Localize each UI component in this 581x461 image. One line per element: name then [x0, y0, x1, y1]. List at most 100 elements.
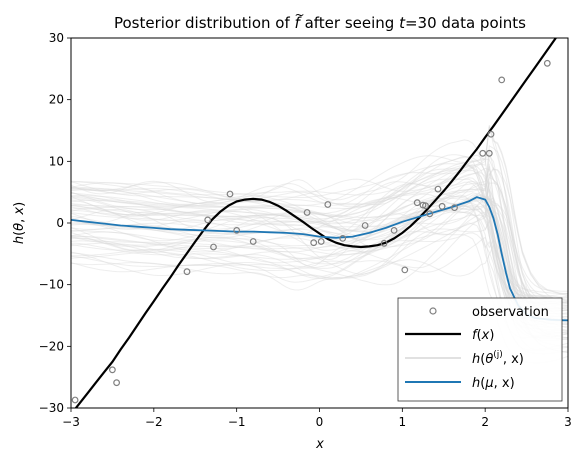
y-tick-label: 10 — [49, 154, 64, 168]
posterior-sample-line — [71, 165, 568, 304]
posterior-sample-line — [71, 244, 568, 351]
x-axis: −3 −2 −1 0 1 2 3 — [62, 408, 572, 429]
posterior-sample-line — [71, 182, 568, 325]
posterior-sample-line — [71, 187, 568, 315]
observation-point — [108, 366, 116, 374]
posterior-sample-line — [71, 196, 568, 341]
observation-point — [543, 59, 551, 67]
posterior-sample-line — [71, 199, 568, 307]
legend-f-label: f(x) — [472, 328, 494, 343]
posterior-sample-line — [71, 204, 568, 337]
posterior-mean-line — [71, 196, 568, 322]
posterior-sample-line — [71, 154, 568, 305]
posterior-sample-line — [71, 139, 568, 303]
observation-point — [324, 201, 332, 208]
observation-point — [426, 210, 434, 218]
posterior-sample-line — [71, 204, 568, 320]
posterior-sample-line — [71, 199, 568, 348]
posterior-sample-line — [71, 125, 568, 292]
observation-point — [339, 234, 347, 242]
observation-point — [317, 238, 325, 245]
observation-point — [413, 199, 421, 207]
observation-point — [498, 76, 506, 84]
posterior-sample-line — [71, 206, 568, 342]
posterior-sample-line — [71, 163, 568, 302]
observation-point — [390, 226, 398, 234]
y-tick-label: 0 — [56, 216, 64, 230]
posterior-sample-line — [71, 208, 568, 323]
observation-point — [303, 209, 311, 216]
posterior-sample-line — [71, 155, 568, 353]
x-tick-label: −1 — [228, 415, 246, 429]
observation-point — [226, 190, 234, 198]
y-tick-label: −30 — [39, 401, 64, 415]
posterior-sample-line — [71, 126, 568, 297]
y-tick-label: 20 — [49, 93, 64, 107]
posterior-sample-line — [71, 154, 568, 300]
x-tick-label: 3 — [564, 415, 572, 429]
y-axis: −30 −20 −10 0 10 20 30 — [39, 31, 71, 415]
main-curves — [71, 38, 568, 408]
posterior-sample-line — [71, 196, 568, 310]
legend-observation-marker — [429, 307, 437, 315]
posterior-sample-line — [71, 196, 568, 338]
x-axis-label: x — [315, 437, 324, 452]
posterior-sample-line — [71, 158, 568, 304]
legend-observation-label: observation — [472, 305, 549, 320]
posterior-sample-line — [71, 203, 568, 328]
observation-point — [438, 202, 446, 210]
observation-point — [183, 268, 191, 276]
posterior-sample-line — [71, 172, 568, 321]
posterior-sample-line — [71, 208, 568, 332]
posterior-sample-line — [71, 193, 568, 326]
posterior-sample-line — [71, 160, 568, 301]
posterior-sample-line — [71, 214, 568, 340]
posterior-sample-line — [71, 181, 568, 310]
posterior-sample-line — [71, 167, 568, 301]
posterior-sample-line — [71, 164, 568, 305]
posterior-sample-line — [71, 150, 568, 310]
chart-title-accent: ~ — [294, 8, 304, 22]
posterior-sample-line — [71, 177, 568, 306]
posterior-sample-line — [71, 194, 568, 325]
x-tick-label: 2 — [481, 415, 489, 429]
observation-point — [401, 266, 409, 274]
observation-point — [487, 130, 495, 138]
observation-point — [113, 379, 120, 387]
observation-point — [451, 204, 458, 212]
posterior-sample-line — [71, 166, 568, 312]
observation-point — [249, 238, 257, 245]
observation-point — [485, 149, 493, 157]
observation-point — [310, 239, 318, 247]
y-tick-label: −10 — [39, 278, 64, 292]
x-tick-label: −3 — [62, 415, 80, 429]
posterior-sample-line — [71, 222, 568, 355]
x-tick-label: 1 — [399, 415, 407, 429]
y-axis-label: h(θ, x) — [12, 202, 27, 244]
posterior-sample-line — [71, 234, 568, 364]
posterior-sample-line — [71, 178, 568, 308]
posterior-sample-line — [71, 166, 568, 339]
legend: observation f(x) h(θ(j), x) h(μ, x) — [397, 297, 563, 402]
legend-mean-label: h(μ, x) — [472, 376, 515, 391]
posterior-sample-line — [71, 183, 568, 331]
legend-box — [397, 297, 563, 402]
posterior-sample-line — [71, 206, 568, 329]
x-tick-label: 0 — [316, 415, 324, 429]
observation-point — [233, 226, 241, 234]
observation-point — [434, 185, 442, 193]
observation-point — [479, 149, 487, 157]
observation-point — [419, 201, 427, 209]
observation-point — [204, 216, 212, 224]
y-tick-label: −20 — [39, 339, 64, 353]
posterior-sample-line — [71, 210, 568, 353]
posterior-sample-line — [71, 124, 568, 308]
y-tick-label: 30 — [49, 31, 64, 45]
posterior-sample-line — [71, 236, 568, 334]
posterior-sample-line — [71, 197, 568, 315]
posterior-sample-line — [71, 188, 568, 325]
observation-point — [210, 243, 217, 251]
legend-samples-label: h(θ(j), x) — [472, 350, 524, 367]
